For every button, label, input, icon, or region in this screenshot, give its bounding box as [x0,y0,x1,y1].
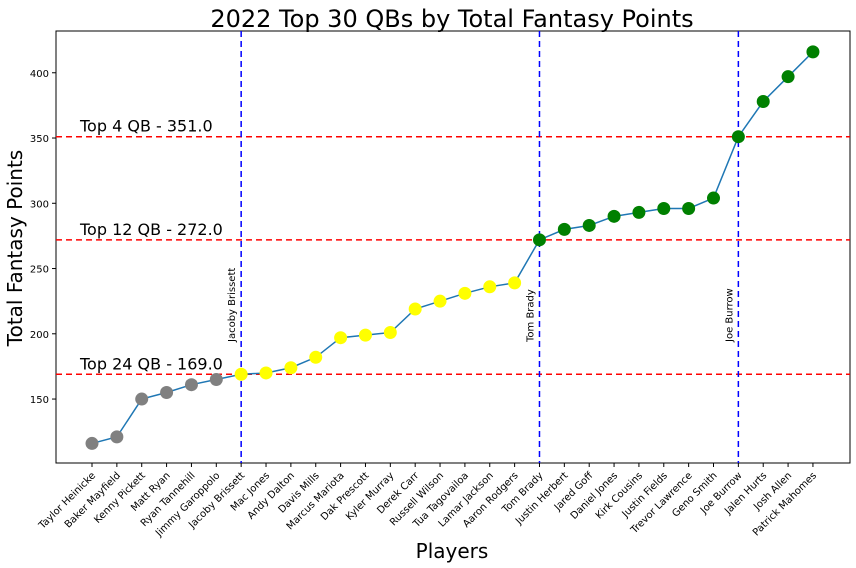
vline-label: Tom Brady [525,289,536,343]
data-point [458,286,472,300]
x-axis-label: Players [416,539,489,563]
data-point [110,430,124,444]
y-tick-label: 200 [30,330,49,341]
axes-frame [55,30,851,464]
data-point [209,372,223,386]
data-point [408,302,422,316]
data-point [682,201,696,215]
data-point [234,367,248,381]
data-point [483,280,497,294]
y-tick-label: 250 [30,265,49,276]
y-axis-label: Total Fantasy Points [3,150,27,347]
data-point [781,70,795,84]
data-point [756,94,770,108]
data-point [383,325,397,339]
data-point [358,328,372,342]
chart-title: 2022 Top 30 QBs by Total Fantasy Points [210,5,693,33]
y-tick-label: 300 [30,199,49,210]
data-point [184,378,198,392]
data-point [657,201,671,215]
data-point [309,350,323,364]
data-point [433,294,447,308]
data-point [731,130,745,144]
y-tick-label: 150 [30,395,49,406]
data-point [632,205,646,219]
data-point [135,392,149,406]
data-point [508,276,522,290]
threshold-label: Top 4 QB - 351.0 [79,117,213,136]
data-point [259,366,273,380]
data-point [85,436,99,450]
data-point [160,386,174,400]
data-point [806,45,820,59]
data-point [284,361,298,375]
vline-label: Jacoby Brissett [227,268,238,343]
data-point [607,209,621,223]
data-point [557,222,571,236]
data-point [582,218,596,232]
data-point [707,191,720,205]
y-tick-label: 400 [30,69,49,80]
y-tick-label: 350 [30,134,49,145]
vline-label: Joe Burrow [724,288,735,343]
data-point [532,233,546,247]
data-point [334,331,348,345]
series-line [91,51,814,445]
threshold-label: Top 24 QB - 169.0 [79,354,223,373]
threshold-label: Top 12 QB - 272.0 [79,220,223,239]
